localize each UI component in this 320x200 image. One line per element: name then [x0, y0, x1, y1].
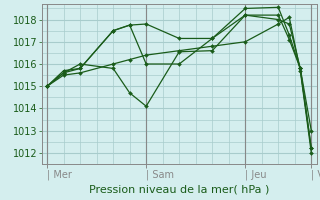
X-axis label: Pression niveau de la mer( hPa ): Pression niveau de la mer( hPa ): [89, 184, 269, 194]
